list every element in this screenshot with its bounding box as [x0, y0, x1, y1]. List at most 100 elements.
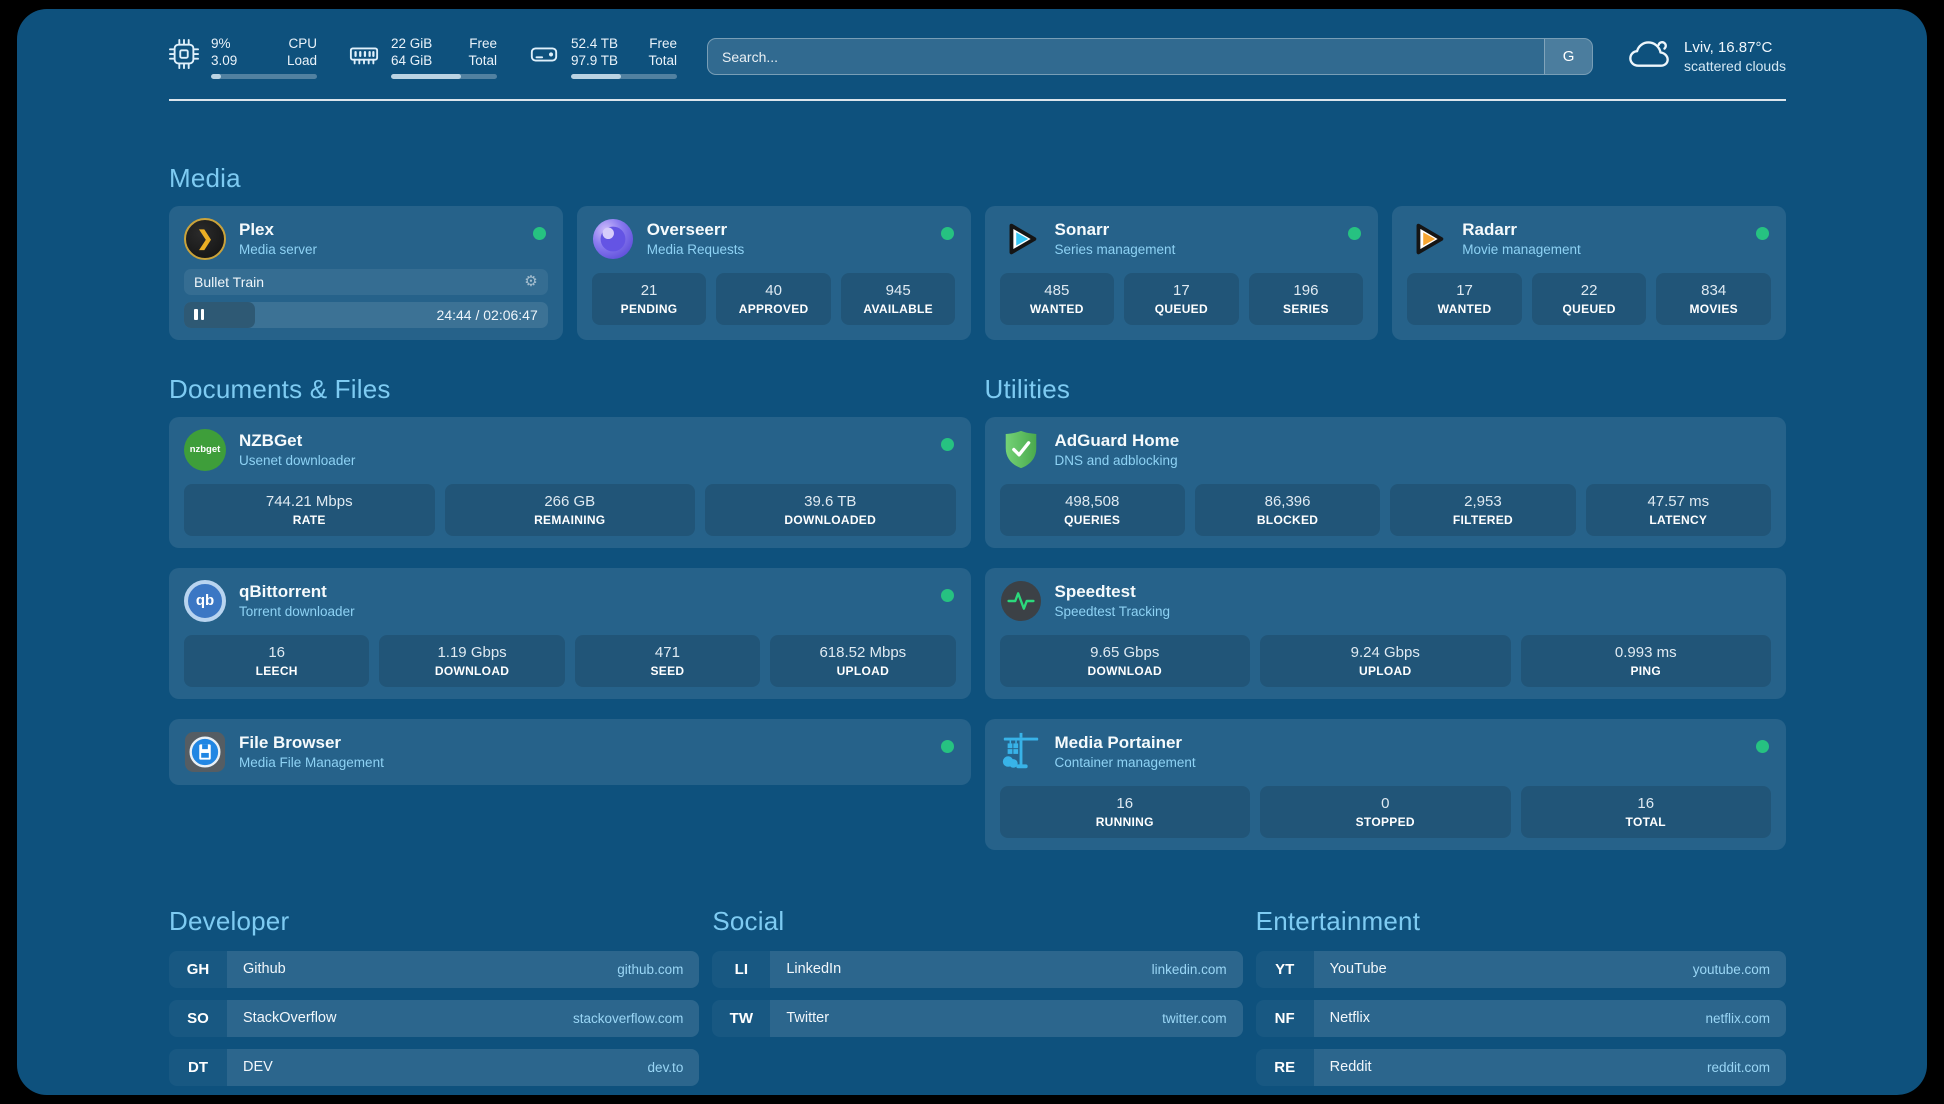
app-subtitle: Container management: [1054, 755, 1196, 770]
disk-total-label: Total: [648, 53, 677, 68]
bookmark-abbrev: GH: [169, 950, 227, 988]
app-subtitle: DNS and adblocking: [1054, 453, 1178, 468]
app-card-plex[interactable]: ❯ Plex Media server Bullet Train ⚙: [169, 205, 563, 340]
playback-time: 24:44 / 02:06:47: [436, 306, 538, 323]
ram-total-value: 64 GiB: [391, 53, 433, 68]
app-subtitle: Media Requests: [646, 242, 745, 257]
bookmark-url: linkedin.com: [1151, 961, 1227, 977]
speedtest-icon: [1000, 580, 1042, 622]
bookmark-github[interactable]: GH Github github.com: [169, 950, 700, 988]
app-card-filebrowser[interactable]: File Browser Media File Management: [169, 718, 971, 785]
ram-stat: 22 GiB Free 64 GiB Total: [349, 35, 497, 79]
app-name: Speedtest: [1054, 582, 1136, 601]
portainer-icon: [1000, 731, 1042, 773]
bookmark-url: dev.to: [647, 1059, 684, 1075]
cloud-icon: [1627, 38, 1671, 75]
app-card-radarr[interactable]: Radarr Movie management 17 WANTED 22 QUEUE…: [1392, 205, 1786, 340]
bookmark-dev[interactable]: DT DEV dev.to: [169, 1048, 700, 1086]
bookmark-abbrev: NF: [1255, 999, 1314, 1037]
app-card-overseerr[interactable]: Overseerr Media Requests 21 PENDING 40 APP…: [576, 205, 971, 340]
entertainment-column: Entertainment YT YouTube youtube.com NF N…: [1255, 905, 1786, 1086]
app-card-adguard[interactable]: AdGuard Home DNS and adblocking 498,508 Q…: [984, 416, 1786, 548]
stat-rate: 744.21 Mbps RATE: [184, 483, 435, 536]
radarr-icon: [1407, 218, 1449, 260]
bookmark-name: Twitter: [786, 1010, 830, 1026]
app-subtitle: Media server: [239, 242, 318, 257]
bookmark-linkedin[interactable]: LI LinkedIn linkedin.com: [712, 950, 1243, 988]
bookmark-netflix[interactable]: NF Netflix netflix.com: [1255, 999, 1786, 1037]
stat-running: 16 RUNNING: [999, 785, 1250, 838]
bookmark-name: DEV: [243, 1059, 273, 1075]
system-stats-group: 9% CPU 3.09 Load 22 GiB Free: [169, 35, 677, 79]
utilities-column: Utilities: [984, 373, 1786, 850]
disk-free-label: Free: [649, 36, 677, 51]
stat-wanted: 17 WANTED: [1407, 272, 1522, 325]
status-online-dot: [1756, 226, 1769, 240]
nzbget-icon: nzbget: [184, 428, 226, 471]
weather-location-temp: Lviv, 16.87°C: [1684, 39, 1773, 57]
cpu-usage-value: 9%: [211, 36, 231, 51]
stat-remaining: 266 GB REMAINING: [444, 483, 695, 536]
stat-download: 9.65 Gbps DOWNLOAD: [999, 634, 1250, 687]
section-title-media: Media: [169, 162, 241, 193]
cpu-label: CPU: [288, 36, 317, 51]
app-card-sonarr[interactable]: Sonarr Series management 485 WANTED 17 QUE…: [984, 205, 1379, 340]
app-name: Plex: [239, 220, 274, 239]
bookmark-reddit[interactable]: RE Reddit reddit.com: [1255, 1048, 1786, 1086]
status-online-dot: [532, 226, 546, 240]
app-subtitle: Series management: [1054, 242, 1176, 257]
stat-blocked: 86,396 BLOCKED: [1194, 483, 1381, 536]
ram-free-label: Free: [469, 36, 497, 51]
status-online-dot: [940, 739, 954, 753]
bookmark-stackoverflow[interactable]: SO StackOverflow stackoverflow.com: [169, 999, 700, 1037]
stat-ping: 0.993 ms PING: [1520, 634, 1771, 687]
bookmark-name: Github: [243, 961, 286, 977]
bookmark-twitter[interactable]: TW Twitter twitter.com: [712, 999, 1243, 1037]
pause-icon[interactable]: [194, 309, 204, 320]
ram-free-value: 22 GiB: [391, 36, 433, 51]
bookmark-youtube[interactable]: YT YouTube youtube.com: [1255, 950, 1786, 988]
gear-icon[interactable]: ⚙: [524, 273, 538, 290]
developer-column: Developer GH Github github.com SO StackOv…: [169, 905, 700, 1086]
header-bar: 9% CPU 3.09 Load 22 GiB Free: [169, 9, 1786, 79]
search-engine-button[interactable]: G: [1544, 39, 1593, 75]
stat-pending: 21 PENDING: [591, 272, 707, 325]
cpu-load-value: 3.09: [211, 53, 238, 68]
stat-latency: 47.57 ms LATENCY: [1585, 483, 1771, 536]
stat-queued: 22 QUEUED: [1531, 272, 1647, 325]
adguard-icon: [1000, 429, 1042, 471]
playback-elapsed-fill: [184, 301, 255, 328]
bookmark-abbrev: LI: [712, 950, 771, 988]
app-card-nzbget[interactable]: nzbget NZBGet Usenet downloader 744.21 M…: [169, 416, 971, 548]
status-online-dot: [940, 588, 954, 602]
app-card-qbittorrent[interactable]: qb qBittorrent Torrent downloader 16 LEEC…: [169, 567, 971, 699]
overseerr-icon: [592, 218, 634, 260]
bookmark-url: youtube.com: [1692, 961, 1770, 977]
app-subtitle: Movie management: [1462, 242, 1581, 257]
weather-condition: scattered clouds: [1684, 58, 1786, 75]
cpu-icon: [169, 39, 199, 74]
bookmark-url: github.com: [617, 961, 684, 977]
section-title-utilities: Utilities: [984, 373, 1071, 404]
app-card-portainer[interactable]: Media Portainer Container management 16 R…: [984, 718, 1786, 850]
disk-icon: [529, 39, 559, 74]
stat-upload: 618.52 Mbps UPLOAD: [770, 634, 956, 687]
ram-progress-fill: [391, 74, 461, 79]
bookmark-abbrev: DT: [169, 1048, 227, 1086]
bookmark-name: Netflix: [1329, 1010, 1370, 1026]
stat-movies: 834 MOVIES: [1656, 272, 1771, 325]
stat-stopped: 0 STOPPED: [1260, 785, 1511, 838]
disk-stat: 52.4 TB Free 97.9 TB Total: [529, 35, 677, 79]
stat-filtered: 2,953 FILTERED: [1390, 483, 1576, 536]
disk-total-value: 97.9 TB: [571, 53, 619, 68]
bookmark-name: LinkedIn: [786, 961, 842, 977]
app-card-speedtest[interactable]: Speedtest Speedtest Tracking 9.65 Gbps DO…: [984, 567, 1786, 699]
section-title-developer: Developer: [169, 905, 290, 936]
documents-column: Documents & Files nzbget NZBGet Usenet d…: [169, 374, 971, 785]
bookmark-abbrev: RE: [1255, 1048, 1314, 1086]
stat-total: 16 TOTAL: [1520, 785, 1771, 838]
section-title-entertainment: Entertainment: [1255, 905, 1421, 936]
status-online-dot: [1348, 226, 1362, 240]
header-divider: [169, 98, 1786, 101]
search-input[interactable]: [708, 39, 1545, 75]
